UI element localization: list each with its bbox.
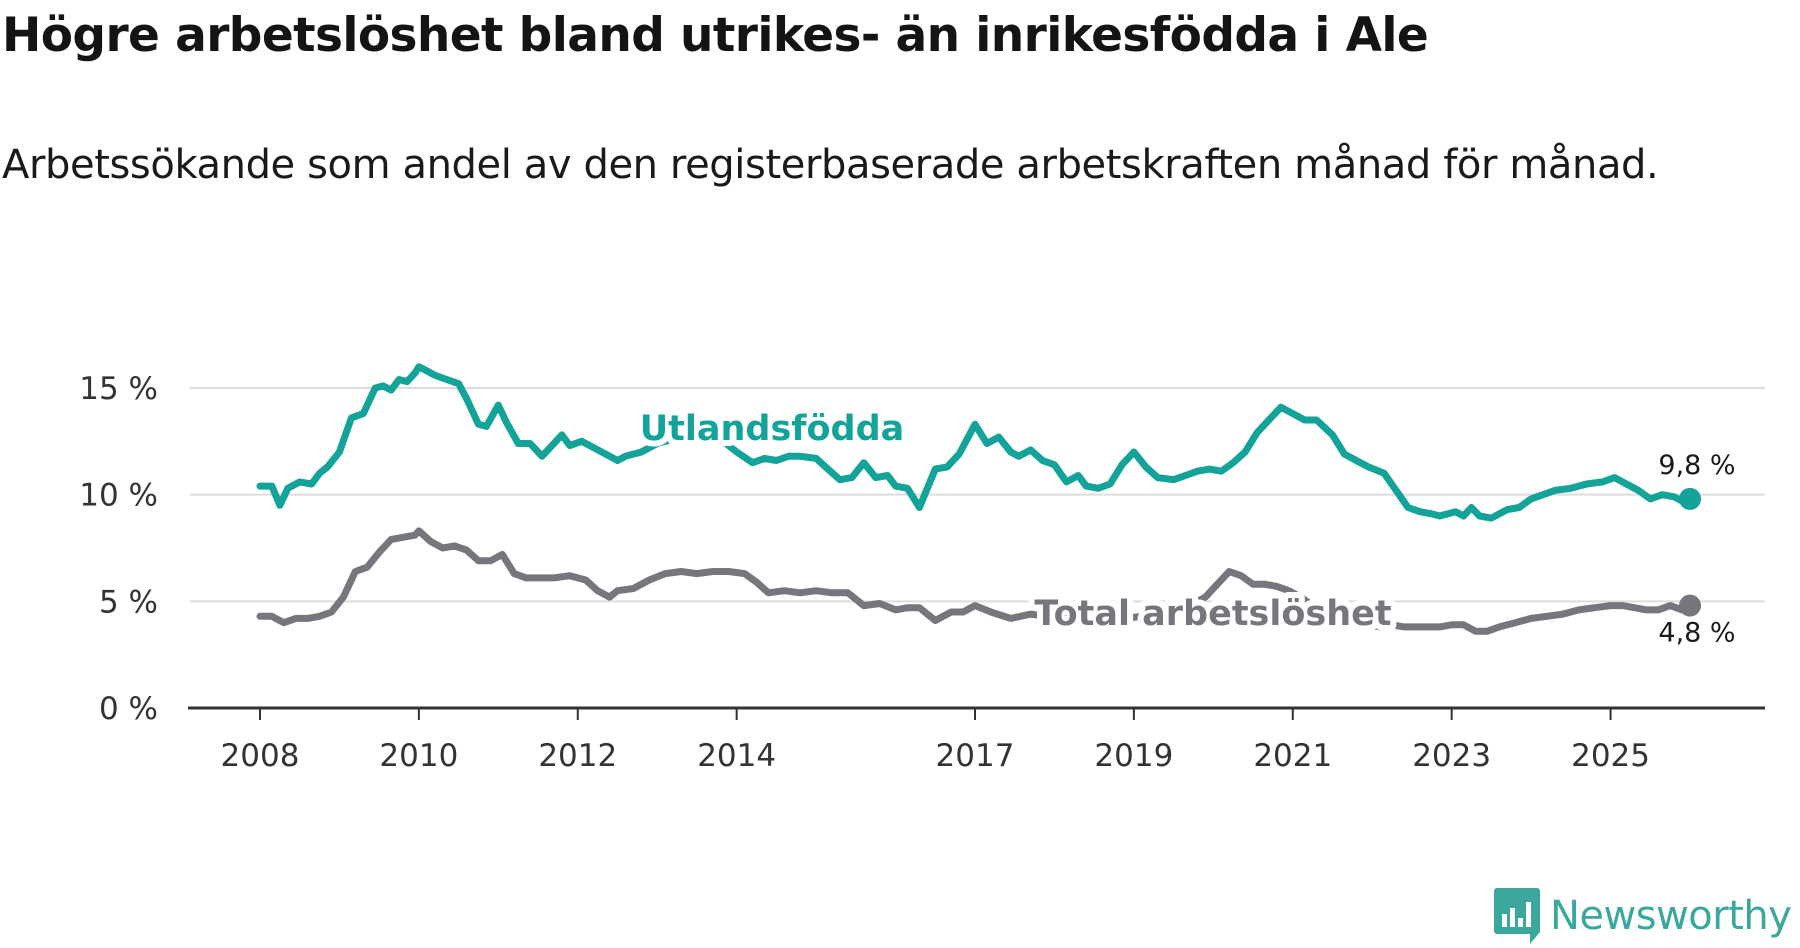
y-tick-label: 0 %	[99, 691, 158, 727]
x-tick-label: 2021	[1253, 738, 1332, 774]
x-tick-label: 2012	[538, 738, 617, 774]
x-tick-label: 2014	[697, 738, 776, 774]
series-line-total	[256, 527, 1694, 635]
series-end-label: 4,8 %	[1658, 618, 1735, 649]
x-tick-label: 2017	[936, 738, 1015, 774]
series-end-point	[1679, 487, 1701, 510]
y-tick-label: 10 %	[79, 478, 158, 514]
series-end-point	[1679, 594, 1701, 617]
x-axis: 2008 2010 2012 2014 2017 2019 2021 2023 2025	[188, 706, 1765, 774]
brand-name: Newsworthy	[1550, 893, 1792, 939]
series-line-utlandsfodda	[256, 363, 1694, 522]
x-tick-label: 2008	[221, 738, 300, 774]
series-label-total: Total arbetslöshet	[1034, 594, 1391, 634]
chart-title: Högre arbetslöshet bland utrikes- än inr…	[2, 8, 1429, 63]
gridlines	[190, 387, 1765, 603]
y-axis: 0 % 5 % 10 % 15 %	[79, 371, 158, 727]
chart-subtitle: Arbetssökande som andel av den registerb…	[2, 142, 1659, 188]
series-label-utlandsfodda: Utlandsfödda	[640, 409, 905, 449]
x-tick-label: 2010	[379, 738, 458, 774]
y-tick-label: 5 %	[99, 584, 158, 620]
series-end-label: 9,8 %	[1658, 450, 1735, 481]
y-tick-label: 15 %	[79, 371, 158, 407]
series-lines	[256, 363, 1701, 635]
newsworthy-logo-icon	[1494, 888, 1540, 944]
x-tick-label: 2023	[1412, 738, 1491, 774]
x-tick-label: 2019	[1094, 738, 1173, 774]
brand: Newsworthy	[1494, 888, 1792, 944]
x-tick-label: 2025	[1571, 738, 1650, 774]
series-labels: 9,8 % 4,8 % Utlandsfödda Total arbetslöshet	[634, 403, 1736, 649]
